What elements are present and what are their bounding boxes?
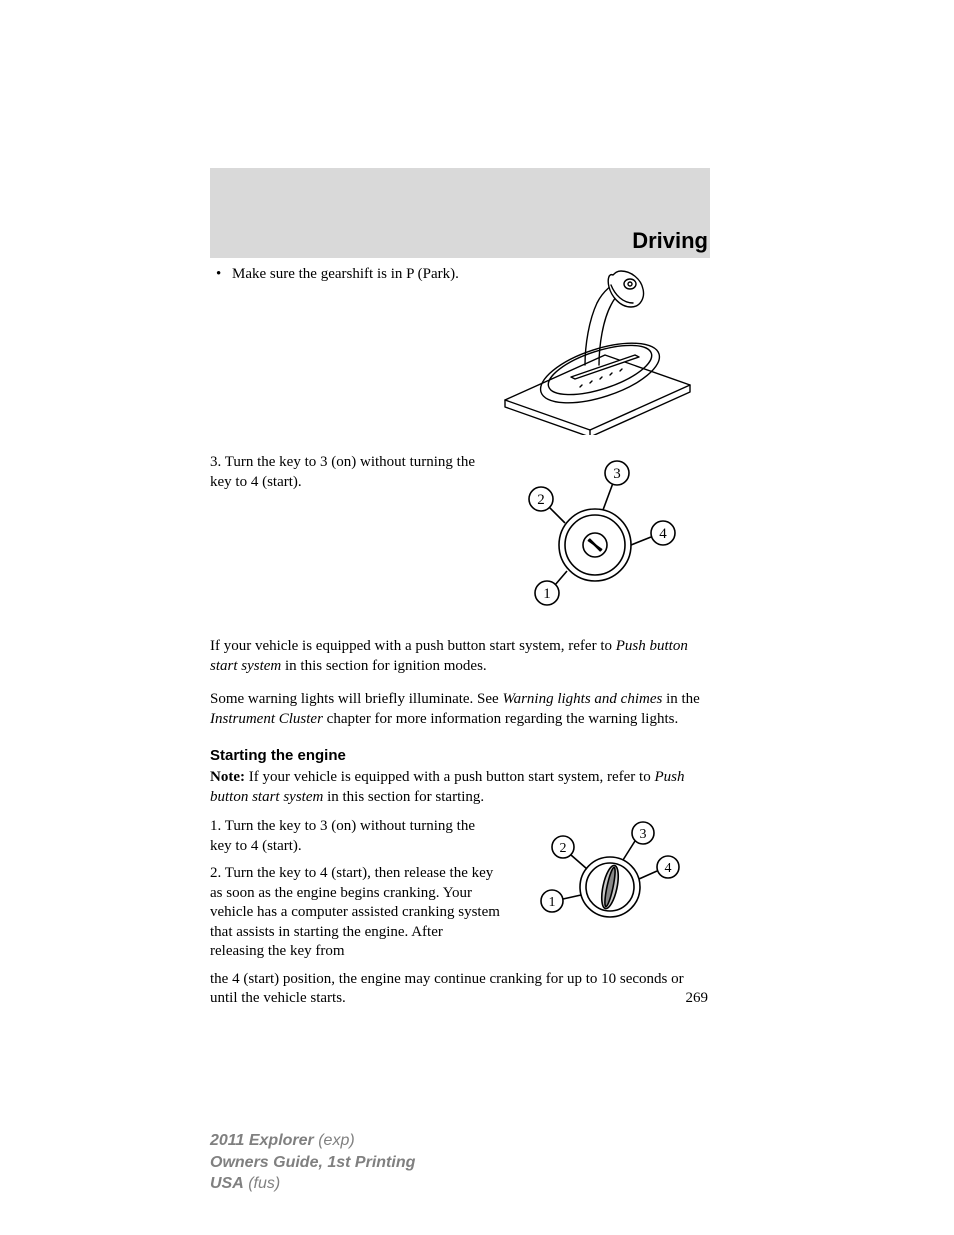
step3-text: 3. Turn the key to 3 (on) without turnin… (210, 453, 480, 492)
step3-row: 3. Turn the key to 3 (on) without turnin… (210, 453, 710, 623)
note-text-1: If your vehicle is equipped with a push … (245, 769, 655, 785)
gearshift-icon (485, 265, 705, 435)
ignition-dial-1-icon: 1 2 3 4 (495, 453, 695, 623)
ignition-dial-2-icon: 1 2 3 4 (505, 817, 705, 947)
bullet-row-gearshift: Make sure the gearshift is in P (Park). (210, 265, 710, 435)
dial1-label-2: 2 (537, 492, 545, 508)
page-number: 269 (686, 990, 709, 1007)
figure-gearshift (480, 265, 710, 435)
para-push-button-tail: in this section for ignition modes. (281, 658, 486, 674)
footer-l3-bold: USA (210, 1175, 244, 1192)
para-push-button: If your vehicle is equipped with a push … (210, 637, 710, 676)
starting-row: 1. Turn the key to 3 (on) without turnin… (210, 817, 710, 970)
footer-line2: Owners Guide, 1st Printing (210, 1152, 415, 1174)
footer-model: 2011 Explorer (210, 1132, 314, 1149)
para-warn-1: Some warning lights will briefly illumin… (210, 691, 502, 707)
dial1-label-1: 1 (543, 586, 551, 602)
footer-l3-paren: (fus) (244, 1175, 280, 1192)
dial2-label-1: 1 (549, 895, 556, 910)
dial1-label-3: 3 (613, 466, 621, 482)
footer-line3: USA (fus) (210, 1173, 415, 1195)
footer-line1: 2011 Explorer (exp) (210, 1130, 415, 1152)
dial2-label-3: 3 (640, 827, 647, 842)
bullet-gearshift-text: Make sure the gearshift is in P (Park). (210, 265, 480, 285)
figure-ignition-2: 1 2 3 4 (500, 817, 710, 947)
start-step1: 1. Turn the key to 3 (on) without turnin… (210, 817, 500, 856)
para-warn-italic1: Warning lights and chimes (502, 691, 662, 707)
starting-left: 1. Turn the key to 3 (on) without turnin… (210, 817, 500, 970)
figure-ignition-1: 1 2 3 4 (480, 453, 710, 623)
note-text-2: in this section for starting. (323, 789, 484, 805)
footer: 2011 Explorer (exp) Owners Guide, 1st Pr… (210, 1130, 415, 1195)
para-push-button-1: If your vehicle is equipped with a push … (210, 638, 616, 654)
start-cont: the 4 (start) position, the engine may c… (210, 970, 710, 1009)
para-warn-3: chapter for more information regarding t… (323, 711, 678, 727)
footer-l1-paren: (exp) (314, 1132, 355, 1149)
subhead-starting-engine: Starting the engine (210, 747, 710, 764)
dial2-label-4: 4 (665, 861, 672, 876)
section-title: Driving (632, 228, 708, 254)
start-step2: 2. Turn the key to 4 (start), then relea… (210, 864, 500, 962)
content-area: Make sure the gearshift is in P (Park). (210, 265, 710, 1009)
para-warning-lights: Some warning lights will briefly illumin… (210, 690, 710, 729)
page: Driving Make sure the gearshift is in P … (0, 0, 954, 1235)
para-warn-italic2: Instrument Cluster (210, 711, 323, 727)
dial1-label-4: 4 (659, 526, 667, 542)
note-bold: Note: (210, 769, 245, 785)
dial2-label-2: 2 (560, 841, 567, 856)
note-para: Note: If your vehicle is equipped with a… (210, 768, 710, 807)
para-warn-2: in the (662, 691, 700, 707)
